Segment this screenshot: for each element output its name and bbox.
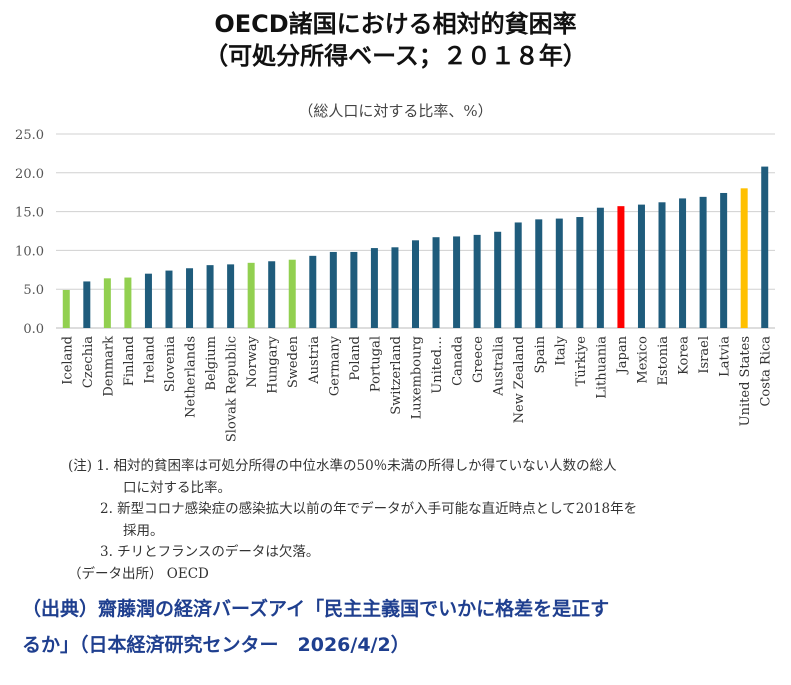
bar bbox=[576, 217, 584, 328]
x-tick-label: Canada bbox=[451, 336, 466, 386]
bar bbox=[412, 240, 419, 328]
x-tick-label: New Zealand bbox=[512, 336, 527, 423]
source-citation-line2: るか」（日本経済研究センター 2026/4/2） bbox=[22, 634, 410, 656]
x-tick-label: Japan bbox=[615, 335, 630, 375]
x-tick-label: Luxembourg bbox=[410, 336, 425, 419]
bar bbox=[83, 281, 91, 328]
bar bbox=[186, 268, 194, 328]
bar bbox=[679, 198, 687, 328]
bar bbox=[288, 259, 296, 328]
bar bbox=[227, 264, 235, 328]
chart-subtitle: （総人口に対する比率、%） bbox=[298, 102, 493, 120]
note-line: 2. 新型コロナ感染症の感染拡大以前の年でデータが入手可能な直近時点として201… bbox=[100, 501, 638, 517]
x-tick-label: Slovak Republic bbox=[225, 336, 240, 442]
bar bbox=[535, 219, 543, 328]
bar bbox=[62, 289, 70, 328]
note-line: （データ出所） OECD bbox=[68, 565, 209, 582]
x-tick-label: Austria bbox=[307, 336, 322, 385]
y-tick-label: 25.0 bbox=[15, 128, 44, 143]
bar bbox=[391, 247, 399, 328]
note-line: 3. チリとフランスのデータは欠落。 bbox=[100, 544, 320, 560]
y-tick-label: 0.0 bbox=[23, 322, 44, 337]
bar bbox=[247, 262, 255, 328]
x-tick-label: Sweden bbox=[286, 335, 301, 388]
x-tick-label: Netherlands bbox=[184, 336, 199, 418]
x-tick-label: United… bbox=[430, 336, 445, 394]
bar bbox=[350, 251, 358, 328]
bar bbox=[720, 192, 728, 328]
x-tick-label: Germany bbox=[327, 335, 342, 396]
x-tick-label: Israel bbox=[697, 336, 712, 374]
x-tick-label: Spain bbox=[533, 335, 548, 373]
bar bbox=[370, 248, 378, 328]
x-tick-label: Czechia bbox=[81, 336, 96, 388]
bar bbox=[432, 237, 440, 328]
bar bbox=[124, 277, 132, 328]
x-tick-label: Poland bbox=[348, 336, 363, 381]
bar bbox=[617, 206, 625, 328]
note-line: (注) 1. 相対的貧困率は可処分所得の中位水準の50％未満の所得しか得ていない… bbox=[68, 458, 617, 474]
x-tick-label: Lithuania bbox=[594, 336, 609, 399]
x-tick-label: Finland bbox=[122, 336, 137, 386]
bar bbox=[309, 255, 317, 328]
x-tick-label: Iceland bbox=[60, 336, 75, 385]
bar bbox=[699, 196, 707, 328]
x-tick-label: Costa Rica bbox=[759, 336, 774, 407]
chart-title-line2: （可処分所得ベース；２０１８年） bbox=[204, 42, 587, 70]
bar-chart: 0.0 5.0 10.0 15.0 20.0 25.0 Iceland Czechia Den… bbox=[15, 128, 775, 442]
y-axis-ticks: 0.0 5.0 10.0 15.0 20.0 25.0 bbox=[15, 128, 44, 337]
x-tick-label: Greece bbox=[471, 336, 486, 383]
bar bbox=[268, 261, 276, 328]
bar bbox=[494, 231, 502, 328]
x-tick-label: Slovenia bbox=[163, 336, 178, 392]
x-axis-ticks: Iceland Czechia Denmark Finland Ireland Slove… bbox=[60, 335, 773, 442]
x-tick-label: Norway bbox=[245, 335, 260, 387]
bar bbox=[761, 166, 769, 328]
x-tick-label: Italy bbox=[553, 335, 568, 365]
x-tick-label: Korea bbox=[677, 336, 692, 375]
x-tick-label: Mexico bbox=[635, 336, 650, 384]
chart-notes: (注) 1. 相対的貧困率は可処分所得の中位水準の50％未満の所得しか得ていない… bbox=[68, 456, 768, 585]
bar bbox=[473, 234, 481, 328]
x-tick-label: Belgium bbox=[204, 336, 219, 391]
x-tick-label: United States bbox=[738, 336, 753, 426]
x-tick-label: Ireland bbox=[142, 336, 157, 384]
bar bbox=[740, 188, 748, 328]
bar bbox=[555, 218, 563, 328]
bar bbox=[596, 207, 604, 328]
bar bbox=[329, 251, 337, 328]
x-tick-label: Denmark bbox=[101, 336, 116, 397]
bar bbox=[206, 265, 214, 328]
x-tick-label: Türkiye bbox=[574, 336, 589, 387]
bar bbox=[514, 222, 522, 328]
x-tick-label: Switzerland bbox=[389, 336, 404, 415]
x-tick-label: Latvia bbox=[718, 336, 733, 377]
chart-title-line1: OECD諸国における相対的貧困率 bbox=[214, 10, 577, 38]
x-tick-label: Estonia bbox=[656, 336, 671, 386]
bar bbox=[103, 278, 111, 328]
x-tick-label: Hungary bbox=[266, 335, 281, 393]
note-line: 口に対する比率。 bbox=[123, 479, 231, 496]
y-tick-label: 5.0 bbox=[23, 283, 44, 298]
x-tick-label: Australia bbox=[492, 336, 507, 397]
y-tick-label: 20.0 bbox=[15, 167, 44, 182]
y-tick-label: 15.0 bbox=[15, 206, 44, 221]
bar bbox=[453, 236, 461, 328]
y-tick-label: 10.0 bbox=[15, 244, 44, 259]
x-tick-label: Portugal bbox=[368, 336, 383, 392]
note-line: 採用。 bbox=[123, 522, 164, 539]
bar bbox=[658, 202, 666, 328]
bars bbox=[62, 166, 769, 328]
source-citation-line1: （出典）齋藤潤の経済バーズアイ「民主主義国でいかに格差を是正す bbox=[22, 598, 610, 620]
bar bbox=[637, 204, 645, 328]
bar bbox=[165, 270, 173, 328]
bar bbox=[144, 273, 152, 328]
